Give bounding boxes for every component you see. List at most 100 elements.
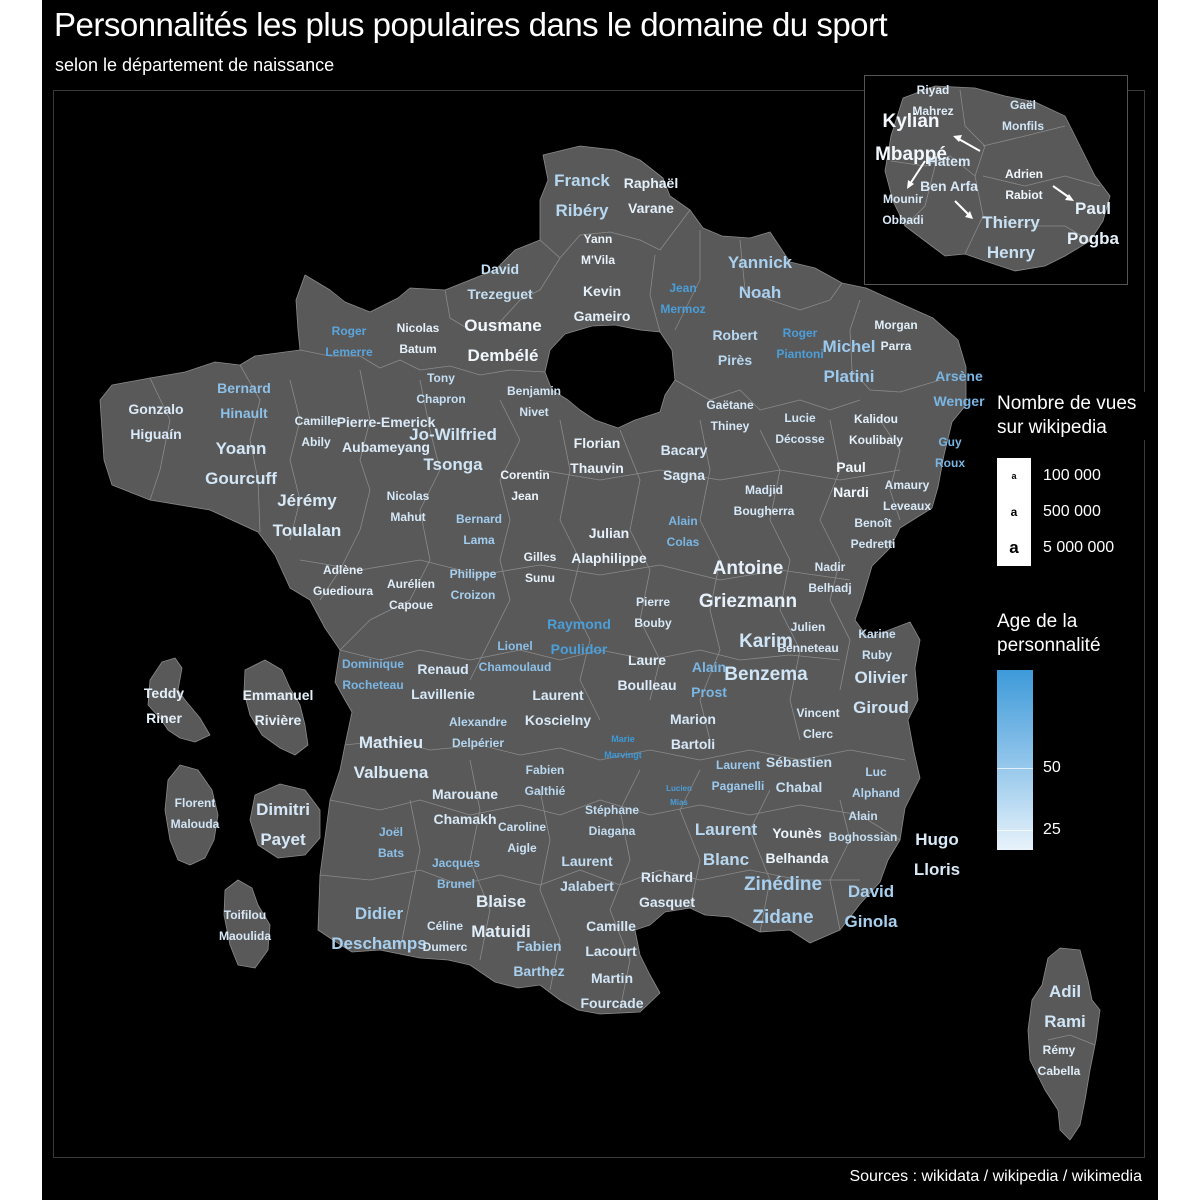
map-label-first-name: Nadir bbox=[814, 560, 846, 574]
inset-label-first-name: Riyad bbox=[916, 83, 950, 97]
map-label-first-name: Luc bbox=[865, 765, 887, 779]
map-label-last-name: Hinault bbox=[220, 405, 268, 421]
map-label-laure-boulleau: Laure Boulleau bbox=[617, 648, 676, 698]
map-label-first-name: Bernard bbox=[455, 512, 503, 526]
map-label-first-name: Jacques bbox=[431, 856, 481, 870]
legend-age-title-line2: personnalité bbox=[997, 635, 1101, 656]
map-label-first-name: Alain bbox=[691, 659, 727, 675]
map-label-first-name: Caroline bbox=[497, 820, 547, 834]
map-label-jean-mermoz: Jean Mermoz bbox=[660, 278, 705, 320]
map-label-arsene-wenger: Arsène Wenger bbox=[933, 364, 984, 414]
inset-label-last-name: Mahrez bbox=[912, 104, 954, 118]
map-label-last-name: Benzema bbox=[724, 664, 808, 685]
map-label-first-name: Camille bbox=[586, 918, 636, 934]
mainland-france bbox=[99, 145, 967, 1015]
map-label-nadir-belhadj: Nadir Belhadj bbox=[808, 557, 851, 599]
map-label-karim-benzema: Karim Benzema bbox=[724, 625, 807, 691]
map-label-laurent-jalabert: Laurent Jalabert bbox=[560, 849, 614, 899]
map-label-first-name: Laurent bbox=[532, 687, 584, 703]
map-label-last-name: Leveaux bbox=[882, 499, 932, 513]
map-label-last-name: Higuaín bbox=[130, 426, 182, 442]
map-label-first-name: Benjamin bbox=[506, 384, 562, 398]
map-label-last-name: Alaphilippe bbox=[571, 550, 647, 566]
inset-label-first-name: Kylian bbox=[882, 111, 940, 132]
inset-label-last-name: Henry bbox=[986, 243, 1036, 262]
map-label-first-name: Corentin bbox=[500, 468, 550, 482]
map-label-last-name: M'Vila bbox=[581, 253, 615, 267]
map-label-last-name: Brunel bbox=[436, 877, 475, 891]
map-label-last-name: Ribéry bbox=[555, 201, 609, 220]
map-label-first-name: Tony bbox=[427, 371, 455, 385]
map-label-first-name: Fabien bbox=[525, 763, 565, 777]
legend-views: Nombre de vues sur wikipedia a 100 000 a… bbox=[990, 392, 1150, 566]
map-label-raymond-poulidor: Raymond Poulidor bbox=[547, 612, 611, 662]
map-label-first-name: Laurent bbox=[561, 853, 613, 869]
corsica bbox=[1027, 947, 1101, 1141]
map-label-aurelien-capoue: Aurélien Capoue bbox=[387, 574, 435, 616]
map-label-last-name: Pedretti bbox=[850, 537, 896, 551]
inset-label-last-name: Monfils bbox=[1002, 119, 1044, 133]
map-label-julian-alaphilippe: Julian Alaphilippe bbox=[571, 521, 646, 571]
map-label-last-name: Batum bbox=[399, 342, 437, 356]
map-label-first-name: Fabien bbox=[516, 938, 562, 954]
map-label-last-name: Capoue bbox=[388, 598, 434, 612]
inset-label-paul-pogba: Paul Pogba bbox=[1067, 194, 1119, 254]
map-label-last-name: Valbuena bbox=[353, 763, 429, 782]
map-label-last-name: Chamoulaud bbox=[478, 660, 552, 674]
map-label-last-name: Trezeguet bbox=[467, 286, 533, 302]
map-label-benoit-pedretti: Benoît Pedretti bbox=[851, 513, 896, 555]
inset-label-hatem-ben-arfa: Hatem Ben Arfa bbox=[920, 149, 978, 199]
map-label-last-name: Colas bbox=[666, 535, 700, 549]
map-label-first-name: Bernard bbox=[217, 380, 271, 396]
map-label-first-name: Robert bbox=[712, 327, 758, 343]
map-label-first-name: Morgan bbox=[874, 318, 918, 332]
map-label-last-name: Rocheteau bbox=[342, 678, 404, 692]
map-label-last-name: Ginola bbox=[844, 912, 898, 931]
legend-age: Age de la personnalité 50 25 bbox=[990, 610, 1150, 850]
map-label-marie-marvingt: Marie Marvingt bbox=[604, 731, 642, 763]
map-label-first-name: Antoine bbox=[712, 558, 784, 579]
map-label-last-name: Toulalan bbox=[272, 521, 342, 540]
map-label-fabien-barthez: Fabien Barthez bbox=[513, 934, 564, 984]
map-label-gonzalo-higuain: Gonzalo Higuaín bbox=[128, 397, 183, 447]
map-label-first-name: Joël bbox=[378, 825, 404, 839]
legend-views-row-3: a 5 000 000 bbox=[997, 530, 1137, 566]
map-label-last-name: Koscielny bbox=[524, 712, 592, 728]
map-label-last-name: Gameiro bbox=[573, 308, 631, 324]
map-label-raphael-varane: Raphaël Varane bbox=[624, 171, 678, 221]
map-label-first-name: Roger bbox=[331, 324, 367, 338]
map-label-first-name: Younès bbox=[772, 825, 822, 841]
map-label-first-name: Martin bbox=[590, 970, 633, 986]
map-label-first-name: Florent bbox=[174, 796, 216, 810]
map-label-first-name: Lionel bbox=[497, 639, 533, 653]
map-label-first-name: Jean bbox=[669, 281, 697, 295]
map-label-tony-chapron: Tony Chapron bbox=[416, 368, 465, 410]
map-label-last-name: Barthez bbox=[513, 963, 565, 979]
inset-region-outline bbox=[884, 85, 1111, 272]
inset-label-adrien-rabiot: Adrien Rabiot bbox=[1005, 164, 1043, 206]
map-label-last-name: Cabella bbox=[1037, 1064, 1081, 1078]
map-label-bacary-sagna: Bacary Sagna bbox=[661, 438, 708, 488]
inset-label-first-name: Hatem bbox=[927, 153, 971, 169]
arrow-obbadi bbox=[909, 160, 926, 185]
map-label-antoine-griezmann: Antoine Griezmann bbox=[699, 552, 797, 618]
map-label-first-name: Raphaël bbox=[623, 175, 679, 191]
map-label-last-name: Riner bbox=[146, 710, 182, 726]
map-label-last-name: Aubameyang bbox=[342, 439, 430, 455]
map-label-first-name: Marie bbox=[611, 734, 635, 744]
map-label-emmanuel-riviere: Emmanuel Rivière bbox=[243, 683, 314, 733]
map-label-florian-thauvin: Florian Thauvin bbox=[570, 431, 624, 481]
map-label-last-name: Lama bbox=[463, 533, 495, 547]
map-label-last-name: Rivière bbox=[254, 712, 302, 728]
map-label-last-name: Sagna bbox=[662, 467, 706, 483]
map-label-kalidou-koulibaly: Kalidou Koulibaly bbox=[849, 409, 903, 451]
inset-label-first-name: Thierry bbox=[982, 213, 1040, 232]
map-label-first-name: Aurélien bbox=[386, 577, 436, 591]
map-label-renaud-lavillenie: Renaud Lavillenie bbox=[411, 657, 475, 707]
map-label-first-name: Adil bbox=[1048, 982, 1082, 1001]
map-label-martin-fourcade: Martin Fourcade bbox=[580, 966, 643, 1016]
map-label-last-name: Dembélé bbox=[467, 346, 539, 365]
map-label-first-name: Jérémy bbox=[277, 491, 337, 510]
map-label-first-name: Vincent bbox=[796, 706, 840, 720]
legend-age-tick-line-25 bbox=[997, 830, 1033, 831]
